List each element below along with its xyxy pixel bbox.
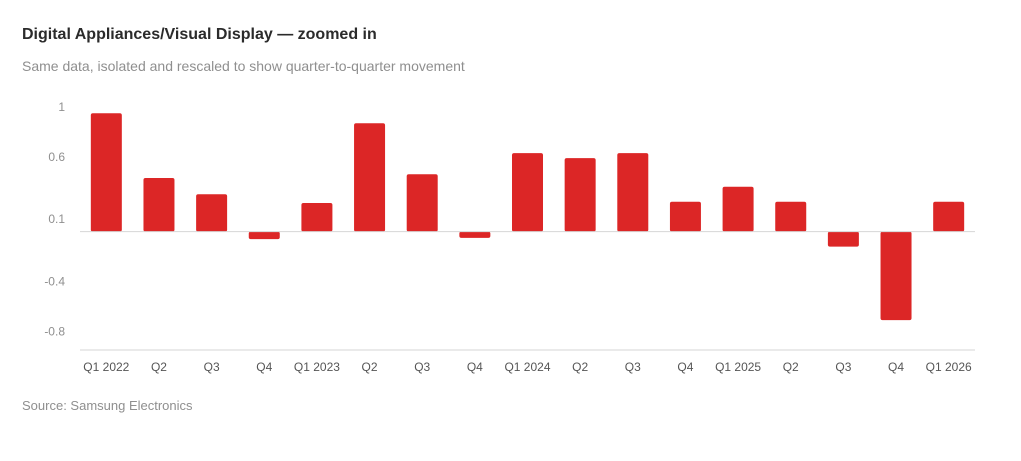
x-tick-label: Q1 2022 [83, 360, 129, 374]
x-tick-label: Q4 [256, 360, 272, 374]
x-tick-label: Q4 [677, 360, 693, 374]
y-tick-label: 0.1 [48, 212, 65, 226]
bar [459, 231, 491, 238]
bar [512, 153, 543, 232]
bar [143, 178, 175, 232]
y-tick-label: -0.8 [44, 324, 65, 338]
chart-title: Digital Appliances/Visual Display — zoom… [22, 26, 377, 43]
y-tick-label: 0.6 [48, 150, 65, 164]
x-tick-label: Q3 [204, 360, 220, 374]
x-tick-label: Q3 [414, 360, 430, 374]
bar [248, 231, 280, 240]
x-tick-label: Q3 [835, 360, 851, 374]
x-tick-label: Q1 2023 [294, 360, 340, 374]
bar [90, 113, 122, 232]
x-tick-label: Q4 [888, 360, 904, 374]
bar [827, 231, 859, 247]
bars [90, 113, 965, 321]
x-tick-label: Q1 2025 [715, 360, 761, 374]
y-tick-label: -0.4 [44, 274, 65, 288]
x-axis: Q1 2022 Q2 Q3 Q4 Q1 2023 Q2 Q3 Q4 Q1 2024 Q2 Q3 Q4 Q… [80, 231, 975, 374]
x-tick-label: Q2 [783, 360, 799, 374]
x-tick-label: Q1 2026 [926, 360, 972, 374]
bar [722, 186, 754, 232]
bar [669, 201, 701, 232]
y-axis: 1 0.6 0.1 -0.4 -0.8 [44, 100, 65, 338]
x-tick-label: Q3 [625, 360, 641, 374]
bar [354, 123, 386, 232]
x-tick-label: Q4 [467, 360, 483, 374]
bar [933, 201, 965, 232]
bar [564, 158, 596, 232]
bar [775, 201, 807, 232]
x-tick-label: Q1 2024 [504, 360, 550, 374]
source-note: Source: Samsung Electronics [22, 398, 193, 413]
x-tick-label: Q2 [572, 360, 588, 374]
bar [301, 202, 333, 232]
y-tick-label: 1 [58, 100, 65, 114]
bar [880, 231, 912, 321]
x-tick-label: Q2 [151, 360, 167, 374]
bar [617, 153, 649, 232]
x-tick-label: Q2 [362, 360, 378, 374]
chart-subtitle: Same data, isolated and rescaled to show… [22, 58, 465, 74]
bar [406, 174, 438, 232]
bar [196, 194, 228, 232]
